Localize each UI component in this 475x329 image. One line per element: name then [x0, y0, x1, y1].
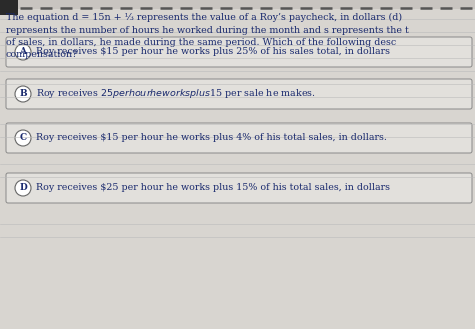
FancyBboxPatch shape — [0, 9, 475, 329]
FancyBboxPatch shape — [6, 37, 472, 67]
Circle shape — [15, 130, 31, 146]
Circle shape — [15, 86, 31, 102]
FancyBboxPatch shape — [6, 79, 472, 109]
FancyBboxPatch shape — [0, 0, 18, 15]
Text: Roy receives $25 per hour he works plus $15 per sale he makes.: Roy receives $25 per hour he works plus … — [36, 88, 316, 100]
Text: The equation d = 15n + ⅓ represents the value of a Roy’s paycheck, in dollars (d: The equation d = 15n + ⅓ represents the … — [6, 13, 402, 22]
Text: B: B — [19, 89, 27, 98]
Text: represents the number of hours he worked during the month and s represents the t: represents the number of hours he worked… — [6, 26, 409, 35]
Text: Roy receives $25 per hour he works plus 15% of his total sales, in dollars: Roy receives $25 per hour he works plus … — [36, 184, 390, 192]
Text: of sales, in dollars, he made during the same period. Which of the following des: of sales, in dollars, he made during the… — [6, 38, 396, 47]
Text: A: A — [19, 47, 27, 57]
Text: D: D — [19, 184, 27, 192]
Text: C: C — [19, 134, 27, 142]
Text: compensation?: compensation? — [6, 50, 78, 59]
Text: Roy receives $15 per hour he works plus 4% of his total sales, in dollars.: Roy receives $15 per hour he works plus … — [36, 134, 387, 142]
FancyBboxPatch shape — [6, 123, 472, 153]
Text: Roy receives $15 per hour he works plus 25% of his sales total, in dollars: Roy receives $15 per hour he works plus … — [36, 47, 390, 57]
FancyBboxPatch shape — [6, 173, 472, 203]
Circle shape — [15, 180, 31, 196]
Circle shape — [15, 44, 31, 60]
